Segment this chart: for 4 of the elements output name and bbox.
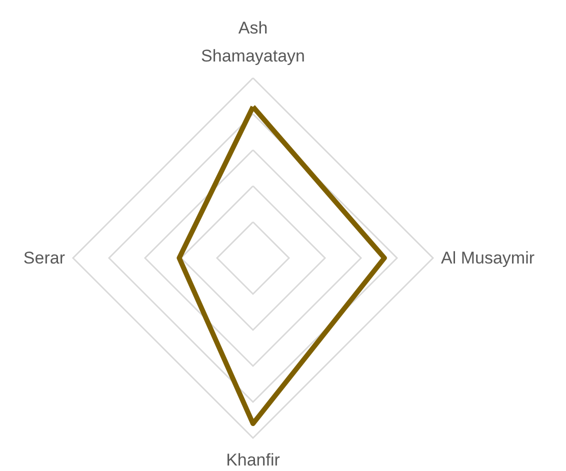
spoke-label: Khanfir (226, 450, 280, 470)
spoke-label: Serar (23, 248, 66, 268)
spoke-label: Al Musaymir (441, 248, 535, 268)
spoke-label: Ash Shamayatayn (201, 18, 305, 66)
